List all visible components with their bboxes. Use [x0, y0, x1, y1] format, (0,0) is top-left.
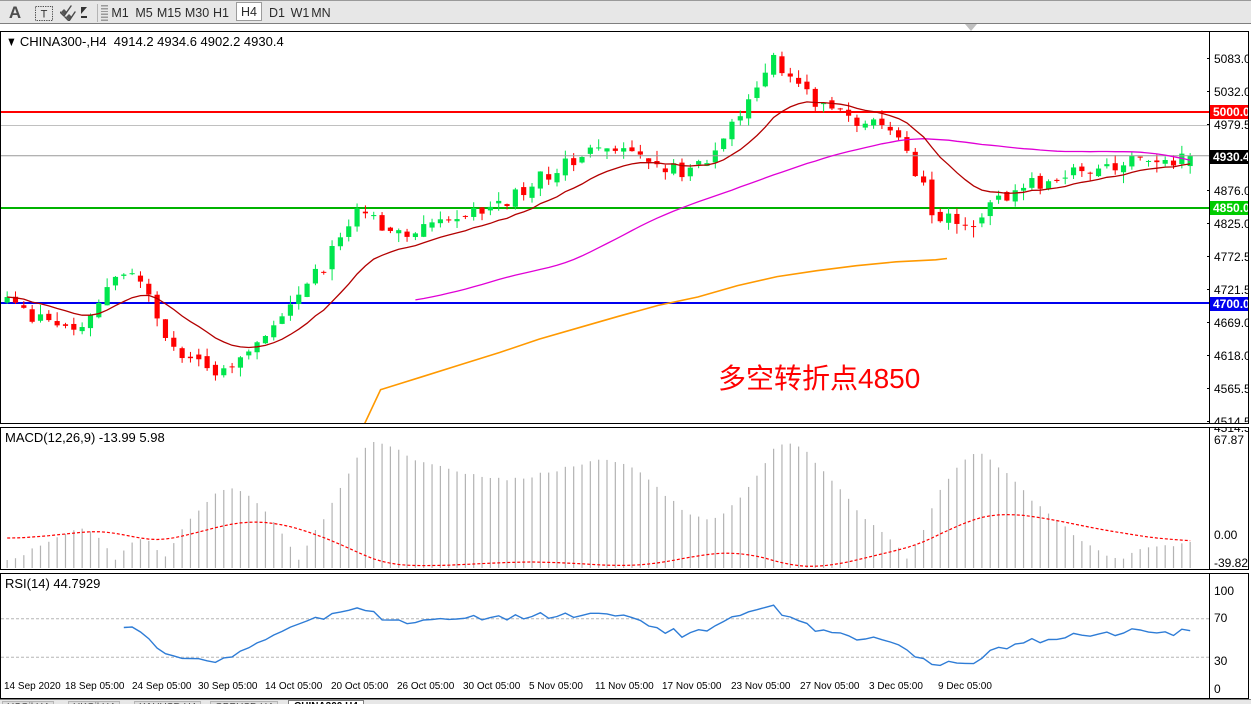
svg-text:T: T	[41, 8, 48, 20]
